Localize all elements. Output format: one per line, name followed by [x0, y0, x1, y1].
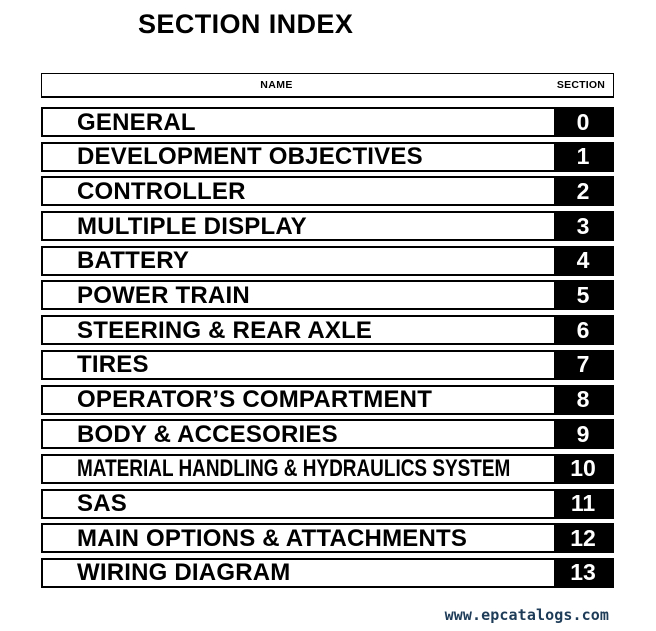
- table-row: OPERATOR’S COMPARTMENT 8: [41, 384, 614, 415]
- row-section-badge: 5: [554, 282, 612, 309]
- row-name-cell: OPERATOR’S COMPARTMENT: [43, 387, 554, 413]
- row-name-cell: SAS: [43, 491, 554, 517]
- table-row: CONTROLLER 2: [41, 176, 614, 207]
- row-section-badge: 9: [554, 421, 612, 448]
- row-name-label: POWER TRAIN: [77, 282, 250, 309]
- row-name-label: BODY & ACCESORIES: [77, 421, 338, 448]
- table-header-row: NAME SECTION: [41, 73, 614, 98]
- table-row: STEERING & REAR AXLE 6: [41, 315, 614, 346]
- table-row: MAIN OPTIONS & ATTACHMENTS 12: [41, 523, 614, 554]
- row-name-label: CONTROLLER: [77, 178, 246, 205]
- row-section-badge: 7: [554, 351, 612, 378]
- table-row: POWER TRAIN 5: [41, 280, 614, 311]
- row-name-label: WIRING DIAGRAM: [77, 559, 291, 586]
- row-section-badge: 0: [554, 109, 612, 135]
- row-name-label: STEERING & REAR AXLE: [77, 317, 373, 344]
- table-rows: GENERAL 0 DEVELOPMENT OBJECTIVES 1 CONTR…: [41, 107, 614, 588]
- row-name-label: DEVELOPMENT OBJECTIVES: [77, 143, 423, 170]
- row-section-badge: 3: [554, 213, 612, 240]
- table-row: MATERIAL HANDLING & HYDRAULICS SYSTEM 10: [41, 453, 614, 484]
- row-name-label: MATERIAL HANDLING & HYDRAULICS SYSTEM: [77, 455, 511, 482]
- row-name-cell: TIRES: [43, 352, 554, 378]
- row-name-cell: DEVELOPMENT OBJECTIVES: [43, 144, 554, 170]
- row-name-cell: BATTERY: [43, 248, 554, 274]
- row-name-cell: POWER TRAIN: [43, 282, 554, 308]
- table-row: GENERAL 0: [41, 107, 614, 137]
- row-section-badge: 10: [554, 455, 612, 482]
- column-header-name: NAME: [260, 79, 293, 91]
- row-section-badge: 12: [554, 525, 612, 552]
- row-section-badge: 4: [554, 247, 612, 274]
- row-name-label: TIRES: [77, 351, 149, 378]
- page-title: SECTION INDEX: [138, 9, 354, 39]
- table-row: BATTERY 4: [41, 245, 614, 276]
- watermark-link[interactable]: www.epcatalogs.com: [444, 606, 609, 624]
- table-row: SAS 11: [41, 488, 614, 519]
- row-name-cell: BODY & ACCESORIES: [43, 421, 554, 447]
- row-section-badge: 1: [554, 143, 612, 170]
- row-section-badge: 8: [554, 386, 612, 413]
- row-name-label: OPERATOR’S COMPARTMENT: [77, 386, 433, 413]
- row-name-cell: CONTROLLER: [43, 178, 554, 204]
- row-name-label: SAS: [77, 490, 127, 517]
- row-section-badge: 6: [554, 317, 612, 344]
- row-name-label: MULTIPLE DISPLAY: [77, 213, 307, 240]
- row-name-cell: WIRING DIAGRAM: [43, 560, 554, 586]
- section-index-table: NAME SECTION GENERAL 0 DEVELOPMENT OBJEC…: [41, 73, 614, 588]
- table-row: TIRES 7: [41, 349, 614, 380]
- row-name-cell: STEERING & REAR AXLE: [43, 317, 554, 343]
- row-name-label: MAIN OPTIONS & ATTACHMENTS: [77, 525, 468, 552]
- table-row: DEVELOPMENT OBJECTIVES 1: [41, 141, 614, 172]
- row-name-cell: GENERAL: [43, 109, 554, 135]
- row-name-cell: MATERIAL HANDLING & HYDRAULICS SYSTEM: [43, 456, 554, 482]
- column-header-section: SECTION: [556, 79, 605, 91]
- table-row: MULTIPLE DISPLAY 3: [41, 211, 614, 242]
- table-row: WIRING DIAGRAM 13: [41, 557, 614, 588]
- row-name-cell: MULTIPLE DISPLAY: [43, 213, 554, 239]
- row-name-label: BATTERY: [77, 247, 190, 274]
- table-row: BODY & ACCESORIES 9: [41, 419, 614, 450]
- row-section-badge: 2: [554, 178, 612, 205]
- row-name-label: GENERAL: [77, 109, 196, 135]
- row-section-badge: 11: [554, 490, 612, 517]
- row-name-cell: MAIN OPTIONS & ATTACHMENTS: [43, 525, 554, 551]
- row-section-badge: 13: [554, 559, 612, 586]
